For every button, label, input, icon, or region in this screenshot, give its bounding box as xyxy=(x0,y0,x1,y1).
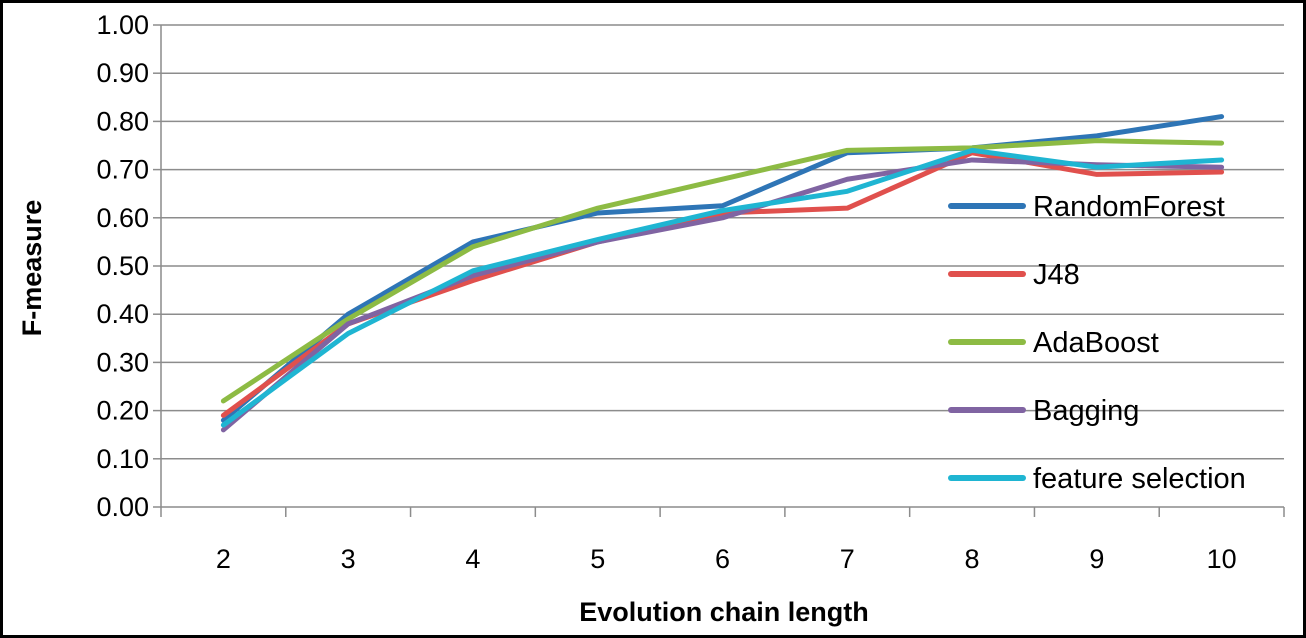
y-tick-label: 0.30 xyxy=(96,347,149,377)
series-line-feature-selection xyxy=(220,147,1225,428)
y-tick-label: 0.00 xyxy=(96,492,149,522)
legend-label-feature-selection: feature selection xyxy=(1033,463,1246,495)
y-tick-label: 0.40 xyxy=(96,299,149,329)
y-tick-label: 0.10 xyxy=(96,444,149,474)
x-axis-ticks: 2 3 4 5 6 7 8 9 10 xyxy=(160,507,1285,574)
y-tick-label: 0.20 xyxy=(96,396,149,426)
y-axis-ticks: 0.00 0.10 0.20 0.30 0.40 0.50 0.60 0.70 0.80 0.90… xyxy=(96,10,161,522)
x-axis-title: Evolution chain length xyxy=(579,597,869,627)
series-lines xyxy=(220,114,1225,433)
y-tick-label: 0.90 xyxy=(96,58,149,88)
x-tick-label: 9 xyxy=(1089,544,1104,574)
x-tick-label: 5 xyxy=(590,544,605,574)
y-tick-label: 0.70 xyxy=(96,155,149,185)
legend: RandomForest J48 AdaBoost Bagging feature se… xyxy=(948,191,1246,495)
legend-label-j48: J48 xyxy=(1033,259,1080,291)
x-tick-label: 7 xyxy=(840,544,855,574)
x-tick-label: 4 xyxy=(465,544,480,574)
grid-lines xyxy=(161,24,1284,460)
legend-label-adaboost: AdaBoost xyxy=(1033,327,1159,359)
y-tick-label: 0.60 xyxy=(96,203,149,233)
series-line-adaboost xyxy=(220,138,1225,404)
x-tick-label: 6 xyxy=(715,544,730,574)
x-tick-label: 2 xyxy=(216,544,231,574)
y-axis-title: F-measure xyxy=(17,200,47,337)
line-chart: 0.00 0.10 0.20 0.30 0.40 0.50 0.60 0.70 0.80 0.90… xyxy=(17,10,1285,627)
x-tick-label: 3 xyxy=(341,544,356,574)
legend-label-randomforest: RandomForest xyxy=(1033,191,1225,223)
y-tick-label: 1.00 xyxy=(96,10,149,40)
x-tick-label: 8 xyxy=(965,544,980,574)
series-line-randomforest xyxy=(220,114,1225,423)
x-tick-label: 10 xyxy=(1207,544,1237,574)
y-tick-label: 0.50 xyxy=(96,251,149,281)
legend-label-bagging: Bagging xyxy=(1033,395,1139,427)
y-tick-label: 0.80 xyxy=(96,106,149,136)
